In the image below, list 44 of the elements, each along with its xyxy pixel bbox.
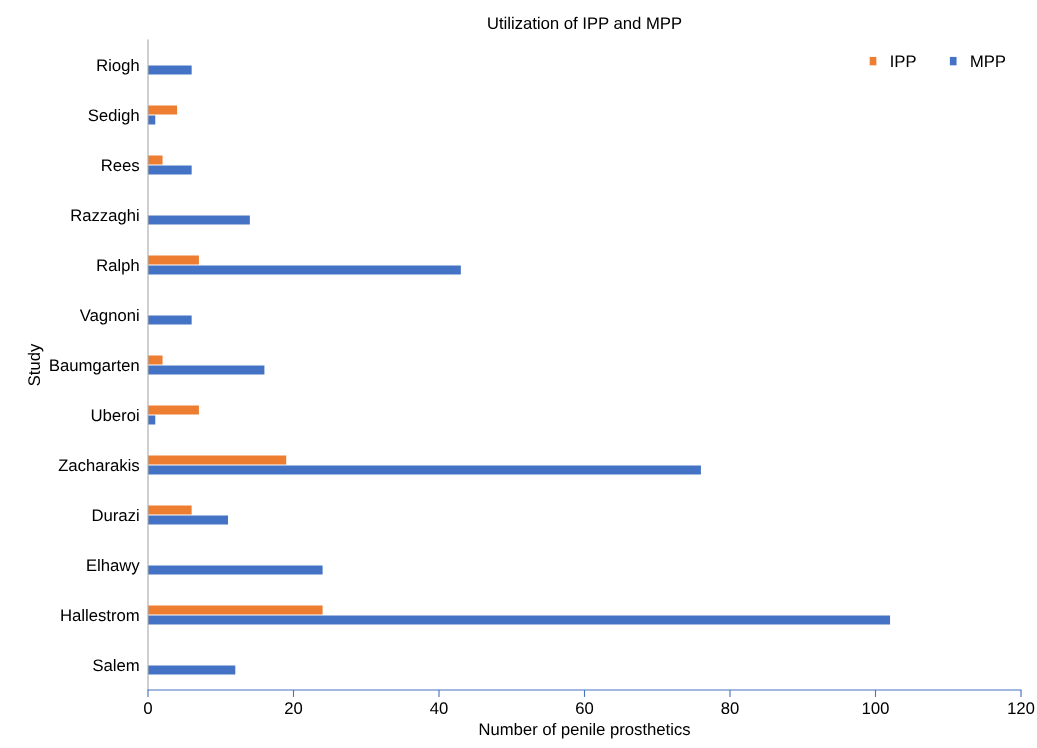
bar bbox=[148, 315, 192, 325]
x-tick-label: 0 bbox=[144, 702, 152, 715]
bar bbox=[148, 505, 192, 515]
bar bbox=[148, 565, 323, 575]
y-tick-label: Salem bbox=[93, 658, 139, 672]
x-tick-label: 100 bbox=[862, 702, 889, 715]
y-tick-label: Razzaghi bbox=[71, 208, 139, 225]
y-tick-label: Vagnoni bbox=[79, 308, 139, 325]
y-tick-label: Durazi bbox=[92, 508, 139, 522]
bar bbox=[148, 365, 265, 375]
chart-title: Utilization of IPP and MPP bbox=[488, 16, 682, 30]
y-tick-label: Baumgarten bbox=[50, 359, 139, 375]
x-axis-title: Number of penile prosthetics bbox=[479, 722, 690, 739]
bar bbox=[148, 615, 891, 625]
y-axis-title: Study bbox=[27, 343, 44, 386]
bar bbox=[148, 255, 199, 265]
bar bbox=[148, 165, 192, 175]
x-tick-label: 40 bbox=[430, 702, 448, 715]
y-tick-label: Uberoi bbox=[91, 408, 139, 422]
bar bbox=[148, 265, 461, 275]
bar bbox=[148, 405, 199, 415]
y-tick-label: Sedigh bbox=[88, 108, 139, 125]
y-tick-label: Rees bbox=[102, 159, 140, 172]
y-tick-label: Ralph bbox=[97, 258, 139, 275]
legend-label: IPP bbox=[891, 55, 916, 68]
bar bbox=[148, 515, 229, 525]
bar bbox=[148, 455, 287, 465]
y-tick-label: Hallestrom bbox=[61, 608, 139, 622]
x-tick-label: 120 bbox=[1008, 702, 1035, 715]
y-tick-label: Riogh bbox=[97, 58, 139, 75]
bar bbox=[148, 665, 236, 675]
x-tick-label: 80 bbox=[721, 702, 739, 715]
bar bbox=[148, 155, 163, 165]
legend-label: MPP bbox=[971, 55, 1006, 68]
bar bbox=[148, 465, 701, 475]
bar bbox=[148, 215, 250, 225]
x-tick-label: 60 bbox=[576, 702, 594, 715]
x-tick-label: 20 bbox=[285, 702, 303, 715]
y-tick-label: Zacharakis bbox=[58, 458, 140, 472]
y-tick-label: Elhawy bbox=[87, 558, 140, 575]
bar bbox=[148, 355, 163, 365]
bar bbox=[148, 605, 323, 615]
bar bbox=[148, 65, 192, 75]
bar bbox=[148, 105, 178, 115]
